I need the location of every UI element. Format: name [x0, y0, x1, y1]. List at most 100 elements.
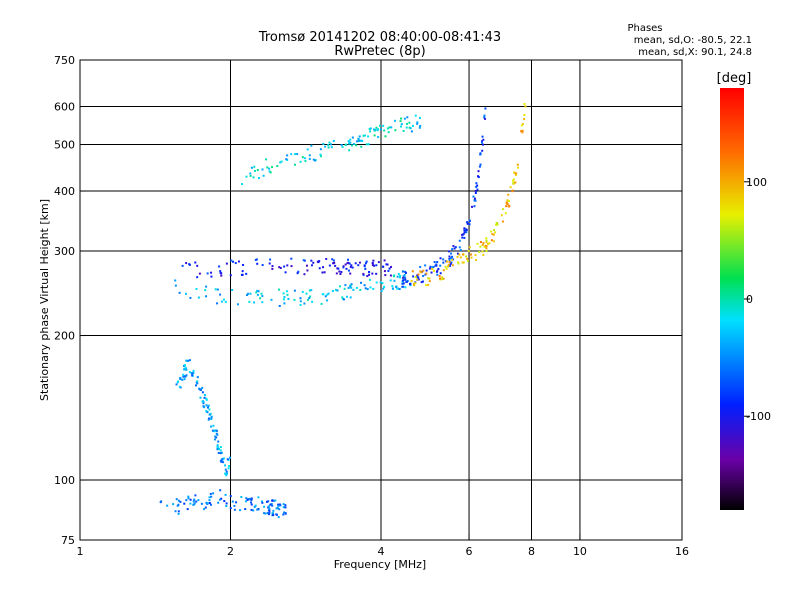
- data-point: [413, 284, 416, 287]
- data-point: [222, 298, 225, 301]
- data-point: [197, 499, 200, 502]
- data-point: [394, 129, 397, 132]
- data-point: [182, 373, 185, 376]
- data-point: [495, 221, 498, 224]
- data-point: [393, 275, 396, 278]
- data-point: [271, 267, 274, 270]
- data-point: [419, 270, 422, 273]
- data-point: [332, 139, 335, 142]
- data-point: [416, 278, 419, 281]
- data-point: [242, 263, 245, 266]
- data-point: [208, 499, 211, 502]
- data-point: [352, 288, 355, 291]
- data-point: [502, 208, 505, 211]
- data-point: [362, 274, 365, 277]
- data-point: [398, 276, 401, 279]
- data-point: [205, 285, 208, 288]
- data-point: [282, 513, 285, 516]
- data-point: [203, 406, 206, 409]
- data-point: [216, 444, 219, 447]
- data-point: [481, 250, 484, 253]
- data-point: [327, 144, 330, 147]
- data-point: [222, 457, 225, 460]
- data-point: [475, 259, 478, 262]
- data-point: [267, 505, 270, 508]
- data-point: [405, 280, 408, 283]
- data-point: [349, 272, 352, 275]
- data-point: [359, 281, 362, 284]
- data-point: [205, 404, 208, 407]
- data-point: [202, 402, 205, 405]
- data-point: [409, 282, 412, 285]
- data-point: [214, 435, 217, 438]
- data-point: [492, 233, 495, 236]
- data-point: [402, 276, 405, 279]
- data-point: [515, 173, 518, 176]
- data-point: [205, 295, 208, 298]
- data-point: [261, 264, 264, 267]
- data-point: [324, 295, 327, 298]
- data-point: [350, 144, 353, 147]
- data-point: [479, 163, 482, 166]
- data-point: [174, 284, 177, 287]
- data-point: [231, 289, 234, 292]
- data-point: [485, 239, 488, 242]
- data-point: [376, 128, 379, 131]
- data-point: [270, 298, 273, 301]
- data-point: [330, 143, 333, 146]
- data-point: [373, 129, 376, 132]
- data-point: [220, 497, 223, 500]
- data-point: [408, 121, 411, 124]
- data-point: [177, 380, 180, 383]
- data-point: [210, 495, 213, 498]
- data-point: [278, 503, 281, 506]
- data-point: [406, 116, 409, 119]
- data-point: [418, 116, 421, 119]
- data-point: [219, 452, 222, 455]
- data-point: [398, 288, 401, 291]
- data-point: [371, 272, 374, 275]
- data-point: [513, 171, 516, 174]
- data-point: [332, 259, 335, 262]
- data-point: [254, 258, 257, 261]
- data-point: [282, 298, 285, 301]
- data-point: [327, 146, 330, 149]
- data-point: [253, 165, 256, 168]
- data-point: [421, 280, 424, 283]
- data-point: [283, 296, 286, 299]
- data-point: [373, 264, 376, 267]
- data-point: [468, 223, 471, 226]
- data-point: [483, 245, 486, 248]
- data-point: [448, 260, 451, 263]
- data-point: [383, 270, 386, 273]
- data-point: [507, 193, 510, 196]
- data-point: [383, 129, 386, 132]
- data-point: [485, 241, 488, 244]
- data-point: [219, 446, 222, 449]
- data-point: [272, 513, 275, 516]
- data-point: [380, 290, 383, 293]
- data-point: [470, 256, 473, 259]
- data-point: [293, 289, 296, 292]
- data-point: [467, 249, 470, 252]
- data-point: [408, 126, 411, 129]
- data-point: [305, 292, 308, 295]
- data-point: [271, 499, 274, 502]
- data-point: [308, 154, 311, 157]
- data-point: [436, 260, 439, 263]
- colorbar-tick-label: 0: [746, 293, 753, 306]
- data-point: [448, 255, 451, 258]
- data-point: [256, 289, 259, 292]
- data-point: [402, 275, 405, 278]
- data-point: [227, 467, 230, 470]
- data-point: [382, 265, 385, 268]
- data-point: [210, 417, 213, 420]
- data-point: [425, 272, 428, 275]
- data-point: [349, 265, 352, 268]
- data-point: [349, 141, 352, 144]
- data-point: [424, 284, 427, 287]
- data-point: [185, 374, 188, 377]
- data-point: [271, 265, 274, 268]
- data-point: [345, 143, 348, 146]
- y-tick-label: 500: [54, 139, 75, 152]
